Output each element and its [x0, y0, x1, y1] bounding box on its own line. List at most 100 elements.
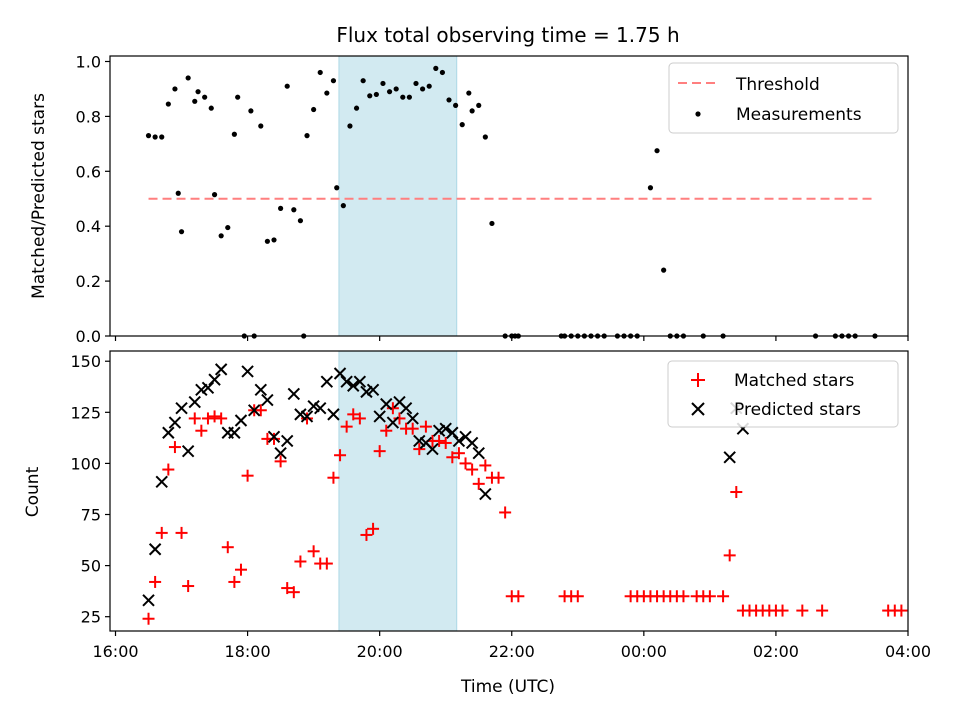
predicted-point [479, 487, 492, 501]
predicted-point [439, 422, 452, 435]
matched-point [479, 459, 492, 472]
matched-point [703, 590, 716, 603]
predicted-point [426, 442, 439, 456]
measurement-point [175, 190, 181, 196]
x-tick-label: 16:00 [92, 642, 138, 661]
x-tick-label: 04:00 [885, 642, 931, 661]
matched-point [201, 412, 214, 425]
matched-point [334, 449, 347, 462]
measurement-point [304, 133, 310, 139]
measurement-point [386, 89, 393, 95]
matched-point [571, 590, 584, 603]
predicted-point [347, 379, 360, 392]
measurement-point [647, 185, 654, 191]
top-legend-frame [668, 62, 899, 134]
y-tick-label: 100 [70, 454, 101, 473]
matched-point [301, 412, 314, 425]
measurement-point [340, 203, 346, 209]
matched-point [466, 463, 479, 476]
matched-point [274, 455, 287, 468]
measurement-point [453, 102, 459, 109]
matched-point [155, 526, 168, 539]
matched-point [367, 522, 380, 535]
measurement-point [324, 90, 330, 96]
y-tick-label: 75 [81, 506, 101, 525]
matched-point [142, 612, 155, 625]
measurement-point [654, 148, 660, 154]
matched-point [149, 575, 162, 588]
matched-point [281, 582, 294, 595]
matched-point [327, 471, 340, 484]
measurement-point [271, 237, 277, 243]
y-tick-label: 0.8 [76, 107, 101, 126]
predicted-point [261, 393, 274, 407]
predicted-point [188, 395, 201, 409]
measurement-point [426, 83, 432, 89]
matched-point [433, 434, 446, 447]
y-tick-label: 0.0 [76, 327, 101, 346]
predicted-point [314, 402, 327, 415]
measurement-point [393, 86, 399, 92]
matched-point [677, 590, 690, 603]
predicted-point [386, 416, 400, 429]
matched-point [228, 575, 241, 588]
measurement-point [446, 97, 452, 103]
predicted-point [254, 383, 268, 397]
measurement-point [248, 108, 254, 114]
matched-point [162, 463, 175, 476]
predicted-point [247, 404, 261, 417]
measurement-point [482, 134, 488, 140]
x-tick-label: 02:00 [753, 642, 799, 661]
predicted-point [353, 375, 367, 388]
top-axes-frame [109, 55, 909, 337]
legend-predicted-swatch [691, 402, 705, 416]
matched-point [380, 424, 393, 437]
measurement-point [258, 123, 264, 129]
measurement-point [235, 94, 241, 100]
measurement-point [419, 86, 426, 92]
matched-point [320, 557, 333, 570]
measurement-point [202, 94, 208, 100]
measurement-point [225, 224, 231, 231]
bottom-y-ticks: 25 50 75 100 125 150 [70, 352, 110, 627]
matched-point [347, 408, 360, 421]
matched-point [234, 563, 247, 576]
predicted-point [162, 426, 175, 439]
top-panel: 0.0 0.2 0.4 0.6 0.8 1.0 Matched/Predicted sta… [29, 52, 909, 346]
matched-point [723, 549, 736, 562]
predicted-point [281, 434, 294, 448]
legend-threshold-label: Threshold [735, 75, 820, 95]
bottom-legend: Matched stars Predicted stars [667, 360, 899, 428]
measurement-point [373, 91, 379, 98]
predicted-point [181, 444, 195, 458]
matched-point [386, 402, 399, 415]
matched-point [459, 457, 472, 470]
matched-point [895, 604, 908, 617]
x-tick-label: 18:00 [225, 642, 271, 661]
matched-point [452, 447, 465, 460]
bottom-axes-frame [109, 350, 909, 632]
matched-point [175, 526, 188, 539]
predicted-point [274, 446, 287, 460]
predicted-point [300, 410, 314, 423]
predicted-point [201, 381, 215, 394]
matched-point [717, 590, 730, 603]
measurement-point [466, 90, 472, 96]
measurement-point [311, 106, 317, 113]
matched-point [307, 545, 320, 558]
matched-point [512, 590, 525, 603]
y-tick-label: 150 [70, 352, 101, 371]
legend-predicted-label: Predicted stars [734, 400, 861, 420]
measurement-point [152, 134, 158, 140]
matched-point [182, 580, 195, 593]
matched-point [254, 404, 267, 417]
matched-point [472, 477, 485, 490]
y-tick-label: 0.2 [76, 272, 101, 291]
predicted-point [472, 446, 485, 460]
matched-point [360, 528, 373, 541]
measurement-point [400, 94, 406, 100]
predicted-point [148, 543, 162, 556]
measurement-point [192, 98, 198, 104]
predicted-point [234, 414, 248, 427]
predicted-point [267, 430, 281, 444]
